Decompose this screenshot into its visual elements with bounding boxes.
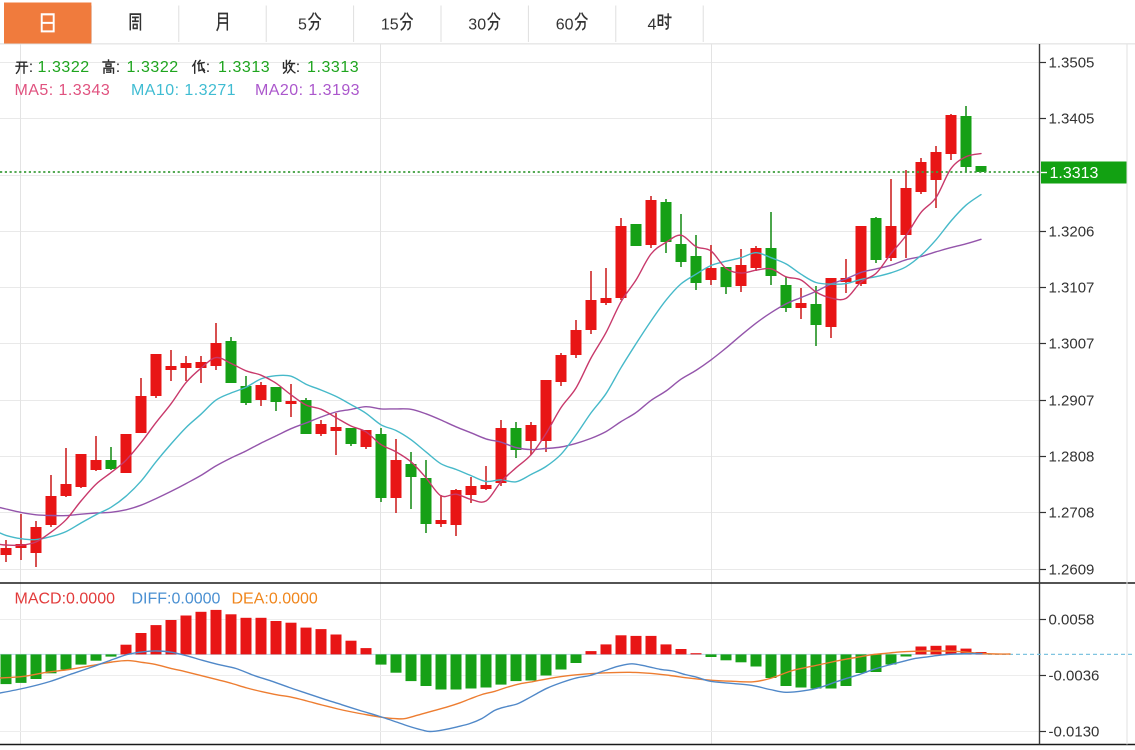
svg-text:1.3505: 1.3505 [1049, 55, 1095, 72]
svg-text:MACD:0.0000: MACD:0.0000 [15, 591, 116, 608]
svg-text:MA5: 1.3343: MA5: 1.3343 [15, 82, 111, 99]
svg-text:1.3313: 1.3313 [307, 59, 359, 76]
svg-text:1.2609: 1.2609 [1049, 562, 1095, 579]
svg-text:1.3206: 1.3206 [1049, 224, 1095, 241]
svg-text:1.3313: 1.3313 [1050, 165, 1099, 182]
svg-text:1.3007: 1.3007 [1049, 336, 1095, 353]
svg-text:1.3405: 1.3405 [1049, 111, 1095, 128]
svg-text:1.3322: 1.3322 [127, 59, 179, 76]
svg-text:1.3322: 1.3322 [38, 59, 90, 76]
svg-text:-0.0130: -0.0130 [1049, 724, 1100, 741]
svg-text:1.2808: 1.2808 [1049, 449, 1095, 466]
svg-text:DEA:0.0000: DEA:0.0000 [232, 591, 318, 608]
svg-text:1.2907: 1.2907 [1049, 393, 1095, 410]
svg-text:-0.0036: -0.0036 [1049, 668, 1100, 685]
svg-text::: : [296, 59, 300, 76]
svg-text:1.3107: 1.3107 [1049, 280, 1095, 297]
svg-text:30: 30 [468, 17, 486, 34]
svg-text:0.0058: 0.0058 [1049, 612, 1095, 629]
svg-text:1.2708: 1.2708 [1049, 505, 1095, 522]
svg-text:MA20: 1.3193: MA20: 1.3193 [255, 82, 360, 99]
svg-text:4: 4 [648, 17, 657, 34]
svg-text:MA10: 1.3271: MA10: 1.3271 [131, 82, 236, 99]
svg-text:DIFF:0.0000: DIFF:0.0000 [132, 591, 221, 608]
svg-text:1.3313: 1.3313 [218, 59, 270, 76]
svg-text:60: 60 [556, 17, 574, 34]
svg-text::: : [116, 59, 120, 76]
svg-text:15: 15 [381, 17, 399, 34]
svg-text::: : [206, 59, 210, 76]
svg-text:5: 5 [298, 17, 307, 34]
svg-text::: : [29, 59, 33, 76]
